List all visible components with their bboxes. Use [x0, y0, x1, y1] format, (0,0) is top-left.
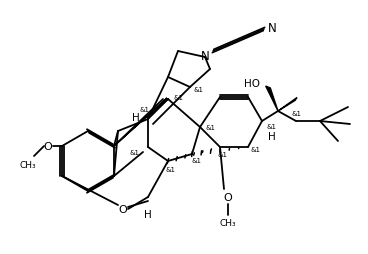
Text: &1: &1 [173, 95, 183, 101]
Text: &1: &1 [205, 124, 215, 131]
Text: CH₃: CH₃ [220, 219, 236, 228]
Text: H: H [132, 113, 140, 122]
Text: N: N [268, 21, 276, 34]
Text: HO: HO [244, 79, 260, 89]
Text: &1: &1 [139, 107, 149, 113]
Text: &1: &1 [165, 166, 175, 172]
Text: O: O [44, 141, 52, 151]
Text: &1: &1 [218, 151, 228, 157]
Text: CH₃: CH₃ [20, 160, 36, 169]
Text: N: N [201, 49, 209, 62]
Text: &1: &1 [193, 87, 203, 93]
Text: &1: &1 [129, 149, 139, 155]
Text: H: H [144, 209, 152, 219]
Text: H: H [268, 132, 276, 141]
Text: &1: &1 [267, 123, 277, 130]
Polygon shape [114, 99, 167, 146]
Text: O: O [118, 204, 127, 214]
Text: &1: &1 [292, 110, 302, 117]
Text: O: O [224, 192, 232, 202]
Text: &1: &1 [251, 146, 261, 152]
Polygon shape [278, 98, 297, 112]
Text: &1: &1 [191, 157, 201, 163]
Polygon shape [266, 87, 278, 112]
